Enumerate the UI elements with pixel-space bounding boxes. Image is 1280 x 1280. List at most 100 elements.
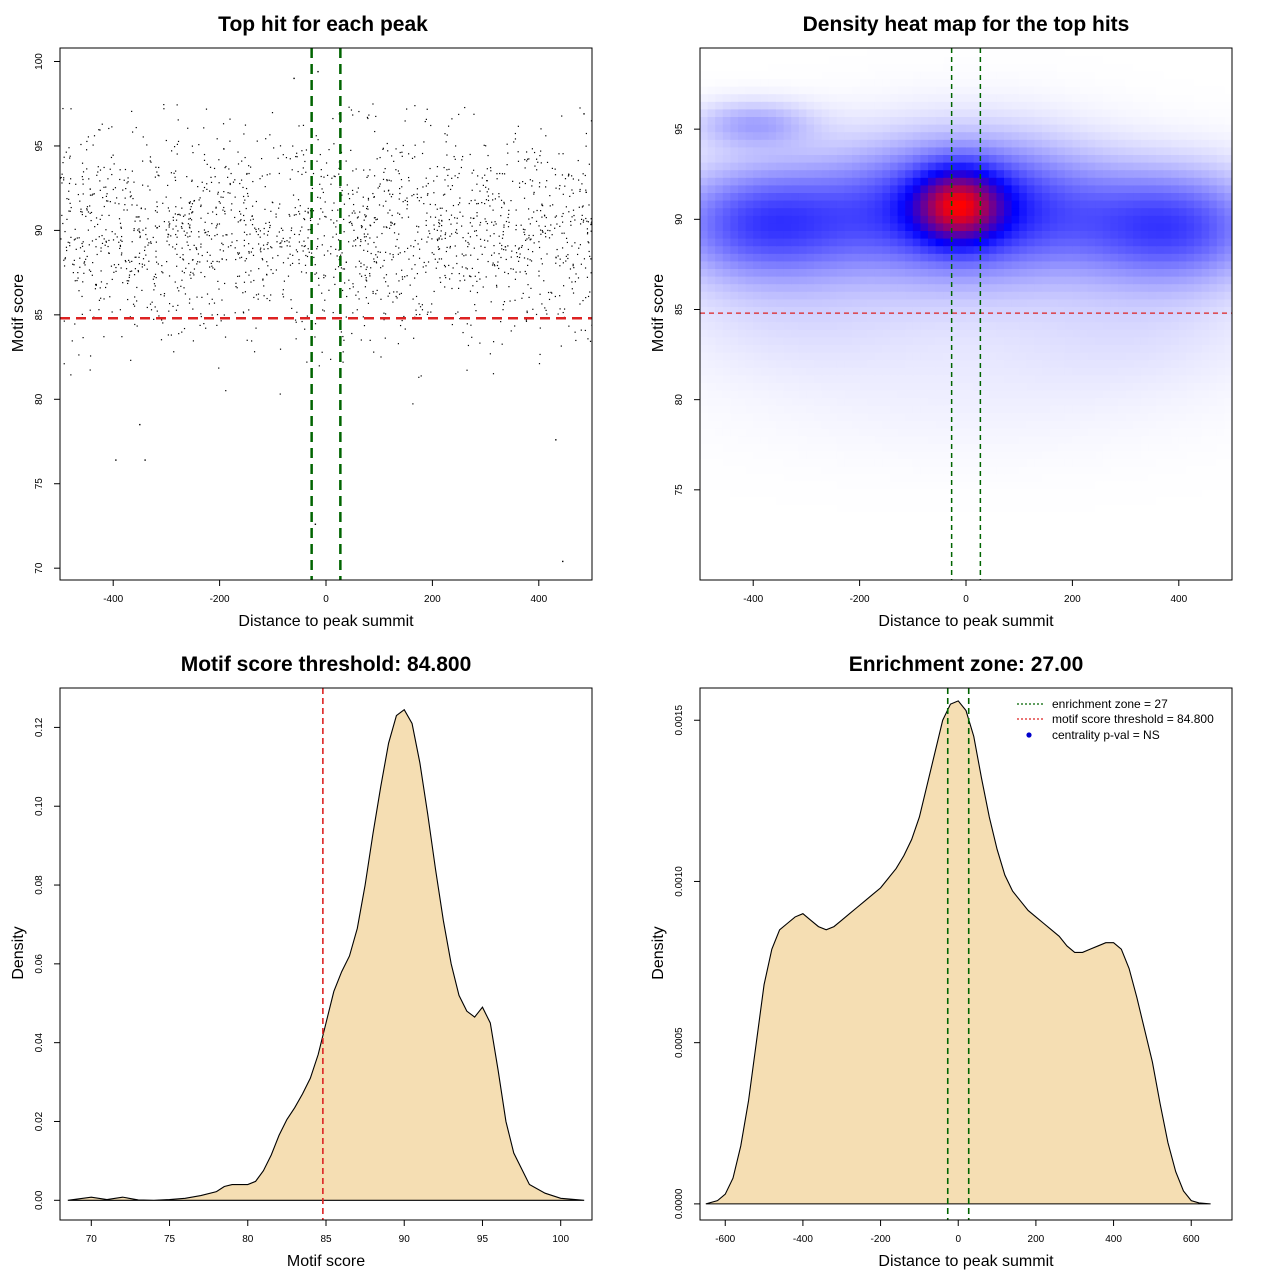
heatmap-cell [905,390,914,399]
heatmap-cell [950,420,959,429]
heatmap-cell [966,557,975,566]
scatter-point [476,280,478,282]
heatmap-cell [1201,268,1210,277]
heatmap-cell [700,504,709,513]
scatter-point [473,217,475,219]
heatmap-cell [1171,481,1180,490]
heatmap-cell [882,268,891,277]
scatter-point [481,202,483,204]
scatter-point [83,250,86,252]
scatter-point [279,145,282,147]
scatter-point [535,158,538,160]
heatmap-cell [798,564,807,573]
scatter-point [146,238,148,240]
heatmap-cell [1201,336,1210,345]
scatter-point [360,339,362,341]
heatmap-cell [1140,412,1149,421]
scatter-point [436,175,438,177]
scatter-point [433,224,435,226]
heatmap-cell [738,405,747,414]
scatter-point [552,204,554,206]
scatter-point [579,223,582,225]
heatmap-cell [1080,450,1089,459]
heatmap-cell [783,428,792,437]
scatter-point [301,173,303,176]
heatmap-cell [1026,352,1035,361]
scatter-point [408,180,410,182]
heatmap-cell [1087,329,1096,338]
heatmap-cell [988,352,997,361]
scatter-point [554,168,556,170]
heatmap-cell [791,458,800,467]
scatter-point [323,254,325,256]
scatter-point [303,245,305,248]
scatter-point [63,259,65,261]
heatmap-cell [920,329,929,338]
heatmap-cell [958,291,967,300]
scatter-point [561,115,563,117]
scatter-point [490,254,493,256]
heatmap-cell [882,481,891,490]
heatmap-cell [783,572,792,580]
heatmap-cell [1163,314,1172,323]
heatmap-cell [1224,374,1232,383]
scatter-point [107,200,109,202]
heatmap-cell [1178,329,1187,338]
scatter-point [322,309,324,311]
scatter-point [181,247,183,249]
heatmap-cell [791,276,800,285]
y-tick-label: 90 [34,224,45,236]
heatmap-cell [1011,412,1020,421]
heatmap-cell [928,481,937,490]
scatter-point [69,155,71,157]
scatter-point [395,273,397,275]
heatmap-cell [859,496,868,505]
scatter-point [254,227,256,229]
heatmap-cell [806,268,815,277]
scatter-point [138,216,140,218]
scatter-point [451,118,453,120]
heatmap-cell [1026,466,1035,475]
scatter-point [179,256,181,259]
heatmap-cell [1171,519,1180,528]
heatmap-cell [852,306,861,315]
heatmap-cell [715,450,724,459]
scatter-point [356,191,358,193]
heatmap-cell [1224,450,1232,459]
heatmap-cell [1156,420,1165,429]
heatmap-cell [1080,420,1089,429]
scatter-point [507,226,510,228]
heatmap-cell [730,291,739,300]
heatmap-cell [890,276,899,285]
heatmap-cell [1004,405,1013,414]
scatter-point [398,247,400,249]
scatter-point [81,176,83,178]
y-tick-label: 85 [34,309,45,321]
scatter-point [370,252,372,255]
heatmap-cell [1118,367,1127,376]
heatmap-cell [1140,488,1149,497]
scatter-point [510,199,512,202]
heatmap-cell [1026,458,1035,467]
heatmap-cell [981,412,990,421]
scatter-point [181,331,183,333]
heatmap-cell [1011,549,1020,558]
scatter-point [230,172,232,175]
scatter-point [144,246,146,248]
heatmap-cell [760,405,769,414]
heatmap-cell [715,321,724,330]
scatter-point [515,209,517,211]
scatter-point [217,191,219,193]
y-tick-label: 100 [34,53,45,70]
scatter-point [231,233,233,235]
scatter-point [154,225,157,227]
scatter-point [412,255,415,257]
scatter-point [362,205,364,207]
scatter-point [389,253,391,255]
scatter-point [323,277,325,279]
heatmap-cell [935,253,944,262]
heatmap-cell [1072,412,1081,421]
heatmap-cell [1064,534,1073,543]
scatter-point [62,162,64,164]
scatter-point [61,182,63,184]
